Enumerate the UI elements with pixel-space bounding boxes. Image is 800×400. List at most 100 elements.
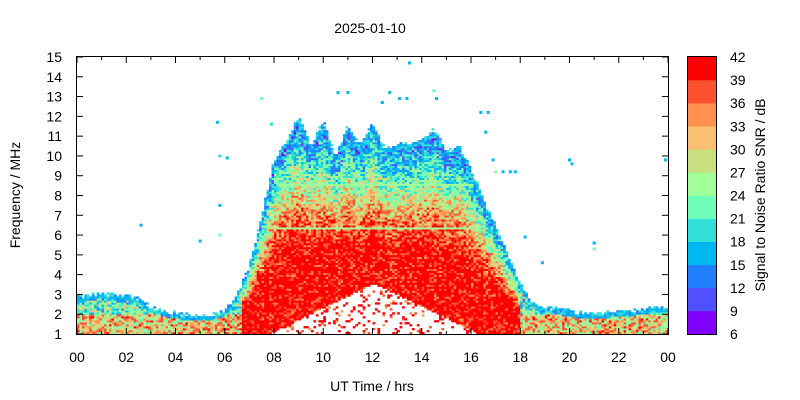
heat-cell xyxy=(355,225,359,228)
heat-cell xyxy=(121,330,125,333)
heat-cell xyxy=(278,276,282,279)
heat-cell xyxy=(138,312,142,315)
heat-cell xyxy=(355,286,359,289)
heat-cell xyxy=(340,288,344,291)
heat-cell xyxy=(318,300,322,303)
heat-cell xyxy=(315,181,319,184)
heat-cell xyxy=(340,237,344,240)
heat-cell xyxy=(347,130,351,133)
heat-cell xyxy=(362,235,366,238)
heat-cell xyxy=(269,282,272,285)
heat-cell xyxy=(315,237,319,240)
heat-cell xyxy=(342,159,346,163)
heat-cell xyxy=(352,179,356,182)
heat-cell xyxy=(310,219,314,222)
heat-cell xyxy=(330,246,334,250)
heat-cell xyxy=(325,284,329,287)
heat-cell xyxy=(340,294,344,297)
heat-cell xyxy=(163,330,166,333)
heat-cell xyxy=(175,326,179,329)
heat-cell xyxy=(269,250,272,254)
heat-cell xyxy=(288,282,292,285)
heat-cell xyxy=(340,165,344,169)
heat-cell xyxy=(274,324,277,327)
heat-cell xyxy=(278,223,282,226)
heat-cell xyxy=(219,310,223,313)
heat-cell xyxy=(254,316,258,319)
heat-cell xyxy=(306,197,309,200)
heat-cell xyxy=(345,270,349,273)
heat-cell xyxy=(333,276,336,279)
heat-cell xyxy=(308,306,312,309)
heat-cell xyxy=(123,324,127,327)
heat-cell xyxy=(296,278,299,281)
heat-cell xyxy=(340,296,344,299)
heat-cell xyxy=(350,223,354,226)
heat-cell xyxy=(296,195,299,198)
heat-cell xyxy=(237,314,240,317)
heat-cell xyxy=(347,233,351,236)
heat-cell xyxy=(352,308,356,311)
heat-cell xyxy=(264,217,267,220)
heat-cell xyxy=(303,144,307,147)
heat-cell xyxy=(136,324,139,327)
heat-cell xyxy=(315,252,319,256)
heat-cell xyxy=(310,282,314,285)
heat-cell xyxy=(136,312,139,315)
heat-cell xyxy=(155,316,159,319)
heat-cell xyxy=(360,252,363,256)
heat-cell xyxy=(264,320,267,323)
heat-cell xyxy=(113,324,117,327)
heat-cell xyxy=(303,142,307,145)
heat-cell xyxy=(318,203,322,206)
heat-cell xyxy=(274,235,277,238)
heat-cell xyxy=(209,324,213,327)
heat-cell xyxy=(170,318,174,321)
heat-cell xyxy=(121,296,125,299)
heat-cell xyxy=(340,215,344,218)
heat-cell xyxy=(345,264,349,268)
heat-cell xyxy=(91,330,95,333)
heat-cell xyxy=(180,320,184,323)
heat-cell xyxy=(362,282,366,285)
heat-cell xyxy=(286,248,290,252)
heat-cell xyxy=(318,159,322,163)
heat-cell xyxy=(237,294,240,297)
heat-cell xyxy=(298,306,302,309)
heat-cell xyxy=(91,318,95,321)
heat-cell xyxy=(274,181,277,184)
heat-cell xyxy=(333,161,336,165)
heat-cell xyxy=(288,300,292,303)
heat-cell xyxy=(96,326,100,329)
heat-cell xyxy=(264,235,267,238)
heat-cell xyxy=(283,288,287,291)
heat-cell xyxy=(330,244,334,248)
heat-cell xyxy=(246,320,250,323)
heat-cell xyxy=(278,241,282,244)
heat-cell xyxy=(251,330,255,333)
heat-cell xyxy=(328,284,331,287)
heat-cell xyxy=(318,284,322,287)
heat-cell xyxy=(306,242,309,246)
heat-cell xyxy=(298,304,302,307)
heat-cell xyxy=(288,324,292,327)
heat-cell xyxy=(318,276,322,279)
heat-cell xyxy=(249,322,253,325)
heat-cell xyxy=(330,181,334,184)
heat-cell xyxy=(266,286,270,289)
heat-cell xyxy=(286,296,290,299)
heat-cell xyxy=(306,288,309,291)
heat-cell xyxy=(318,278,322,281)
heat-cell xyxy=(306,195,309,198)
heat-cell xyxy=(283,189,287,192)
heat-cell xyxy=(357,258,361,262)
heat-cell xyxy=(269,183,272,186)
heat-cell xyxy=(251,332,255,335)
heat-cell xyxy=(342,217,346,220)
heat-cell xyxy=(232,304,235,307)
heat-cell xyxy=(281,304,285,307)
heat-cell xyxy=(202,324,206,327)
heat-cell xyxy=(325,244,329,248)
heat-cell xyxy=(219,318,223,321)
heat-cell xyxy=(338,151,341,155)
